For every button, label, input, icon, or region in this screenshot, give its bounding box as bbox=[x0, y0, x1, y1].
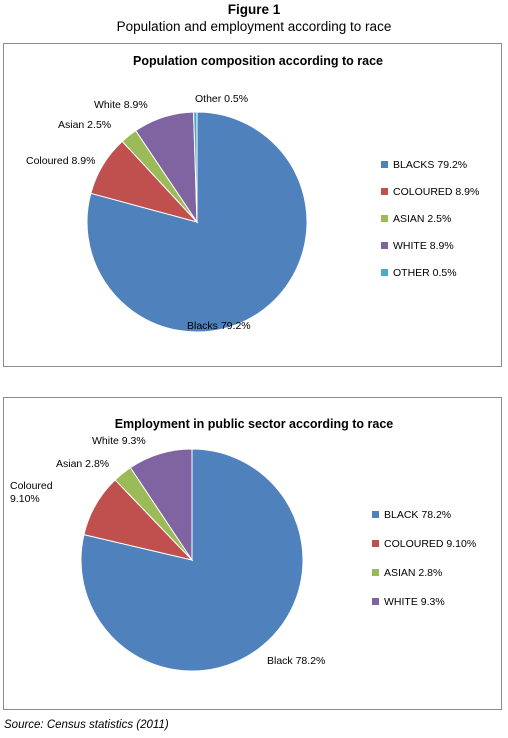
legend-swatch-white bbox=[381, 242, 388, 249]
chart-title: Employment in public sector according to… bbox=[115, 417, 394, 431]
legend-swatch-coloured bbox=[372, 540, 379, 547]
data-label-other: Other 0.5% bbox=[195, 93, 248, 105]
employment-pie-chart: Employment in public sector according to… bbox=[10, 417, 476, 672]
legend-swatch-asian bbox=[372, 569, 379, 576]
data-label-white: White 9.3% bbox=[92, 435, 146, 447]
data-label-white: White 8.9% bbox=[94, 99, 148, 111]
legend-swatch-black bbox=[372, 511, 379, 518]
legend-swatch-coloured bbox=[381, 188, 388, 195]
legend-entry-coloured: COLOURED 9.10% bbox=[384, 538, 476, 550]
legend-entry-asian: ASIAN 2.8% bbox=[384, 567, 442, 579]
pie-slice-other bbox=[193, 111, 198, 223]
legend-entry-coloured: COLOURED 8.9% bbox=[393, 186, 479, 198]
legend-entry-blacks: BLACKS 79.2% bbox=[393, 159, 467, 171]
source-note: Source: Census statistics (2011) bbox=[4, 719, 169, 731]
chart-title: Population composition according to race bbox=[133, 54, 383, 68]
data-label-coloured: Coloured 9.10% bbox=[10, 480, 53, 505]
legend-swatch-blacks bbox=[381, 161, 388, 168]
pie-slice-white bbox=[129, 448, 193, 562]
population-pie-chart: Population composition according to race… bbox=[26, 54, 479, 333]
legend-swatch-asian bbox=[381, 215, 388, 222]
legend-entry-asian: ASIAN 2.5% bbox=[393, 213, 451, 225]
employment-chart-panel: Employment in public sector according to… bbox=[3, 397, 502, 710]
figure-title: Population and employment according to r… bbox=[116, 19, 392, 34]
figure-label: Figure 1 bbox=[227, 2, 281, 17]
data-label-asian: Asian 2.8% bbox=[56, 458, 109, 470]
data-label-black: Black 78.2% bbox=[267, 655, 325, 667]
data-label-asian: Asian 2.5% bbox=[58, 119, 111, 131]
legend-entry-white: WHITE 9.3% bbox=[384, 596, 445, 608]
data-label-coloured: Coloured 8.9% bbox=[26, 155, 95, 167]
legend-entry-other: OTHER 0.5% bbox=[393, 267, 457, 279]
legend-entry-black: BLACK 78.2% bbox=[384, 509, 451, 521]
legend-swatch-white bbox=[372, 598, 379, 605]
data-label-blacks: Blacks 79.2% bbox=[187, 320, 251, 332]
population-chart-panel: Population composition according to race… bbox=[3, 43, 502, 367]
legend-swatch-other bbox=[381, 269, 388, 276]
legend-entry-white: WHITE 8.9% bbox=[393, 240, 454, 252]
